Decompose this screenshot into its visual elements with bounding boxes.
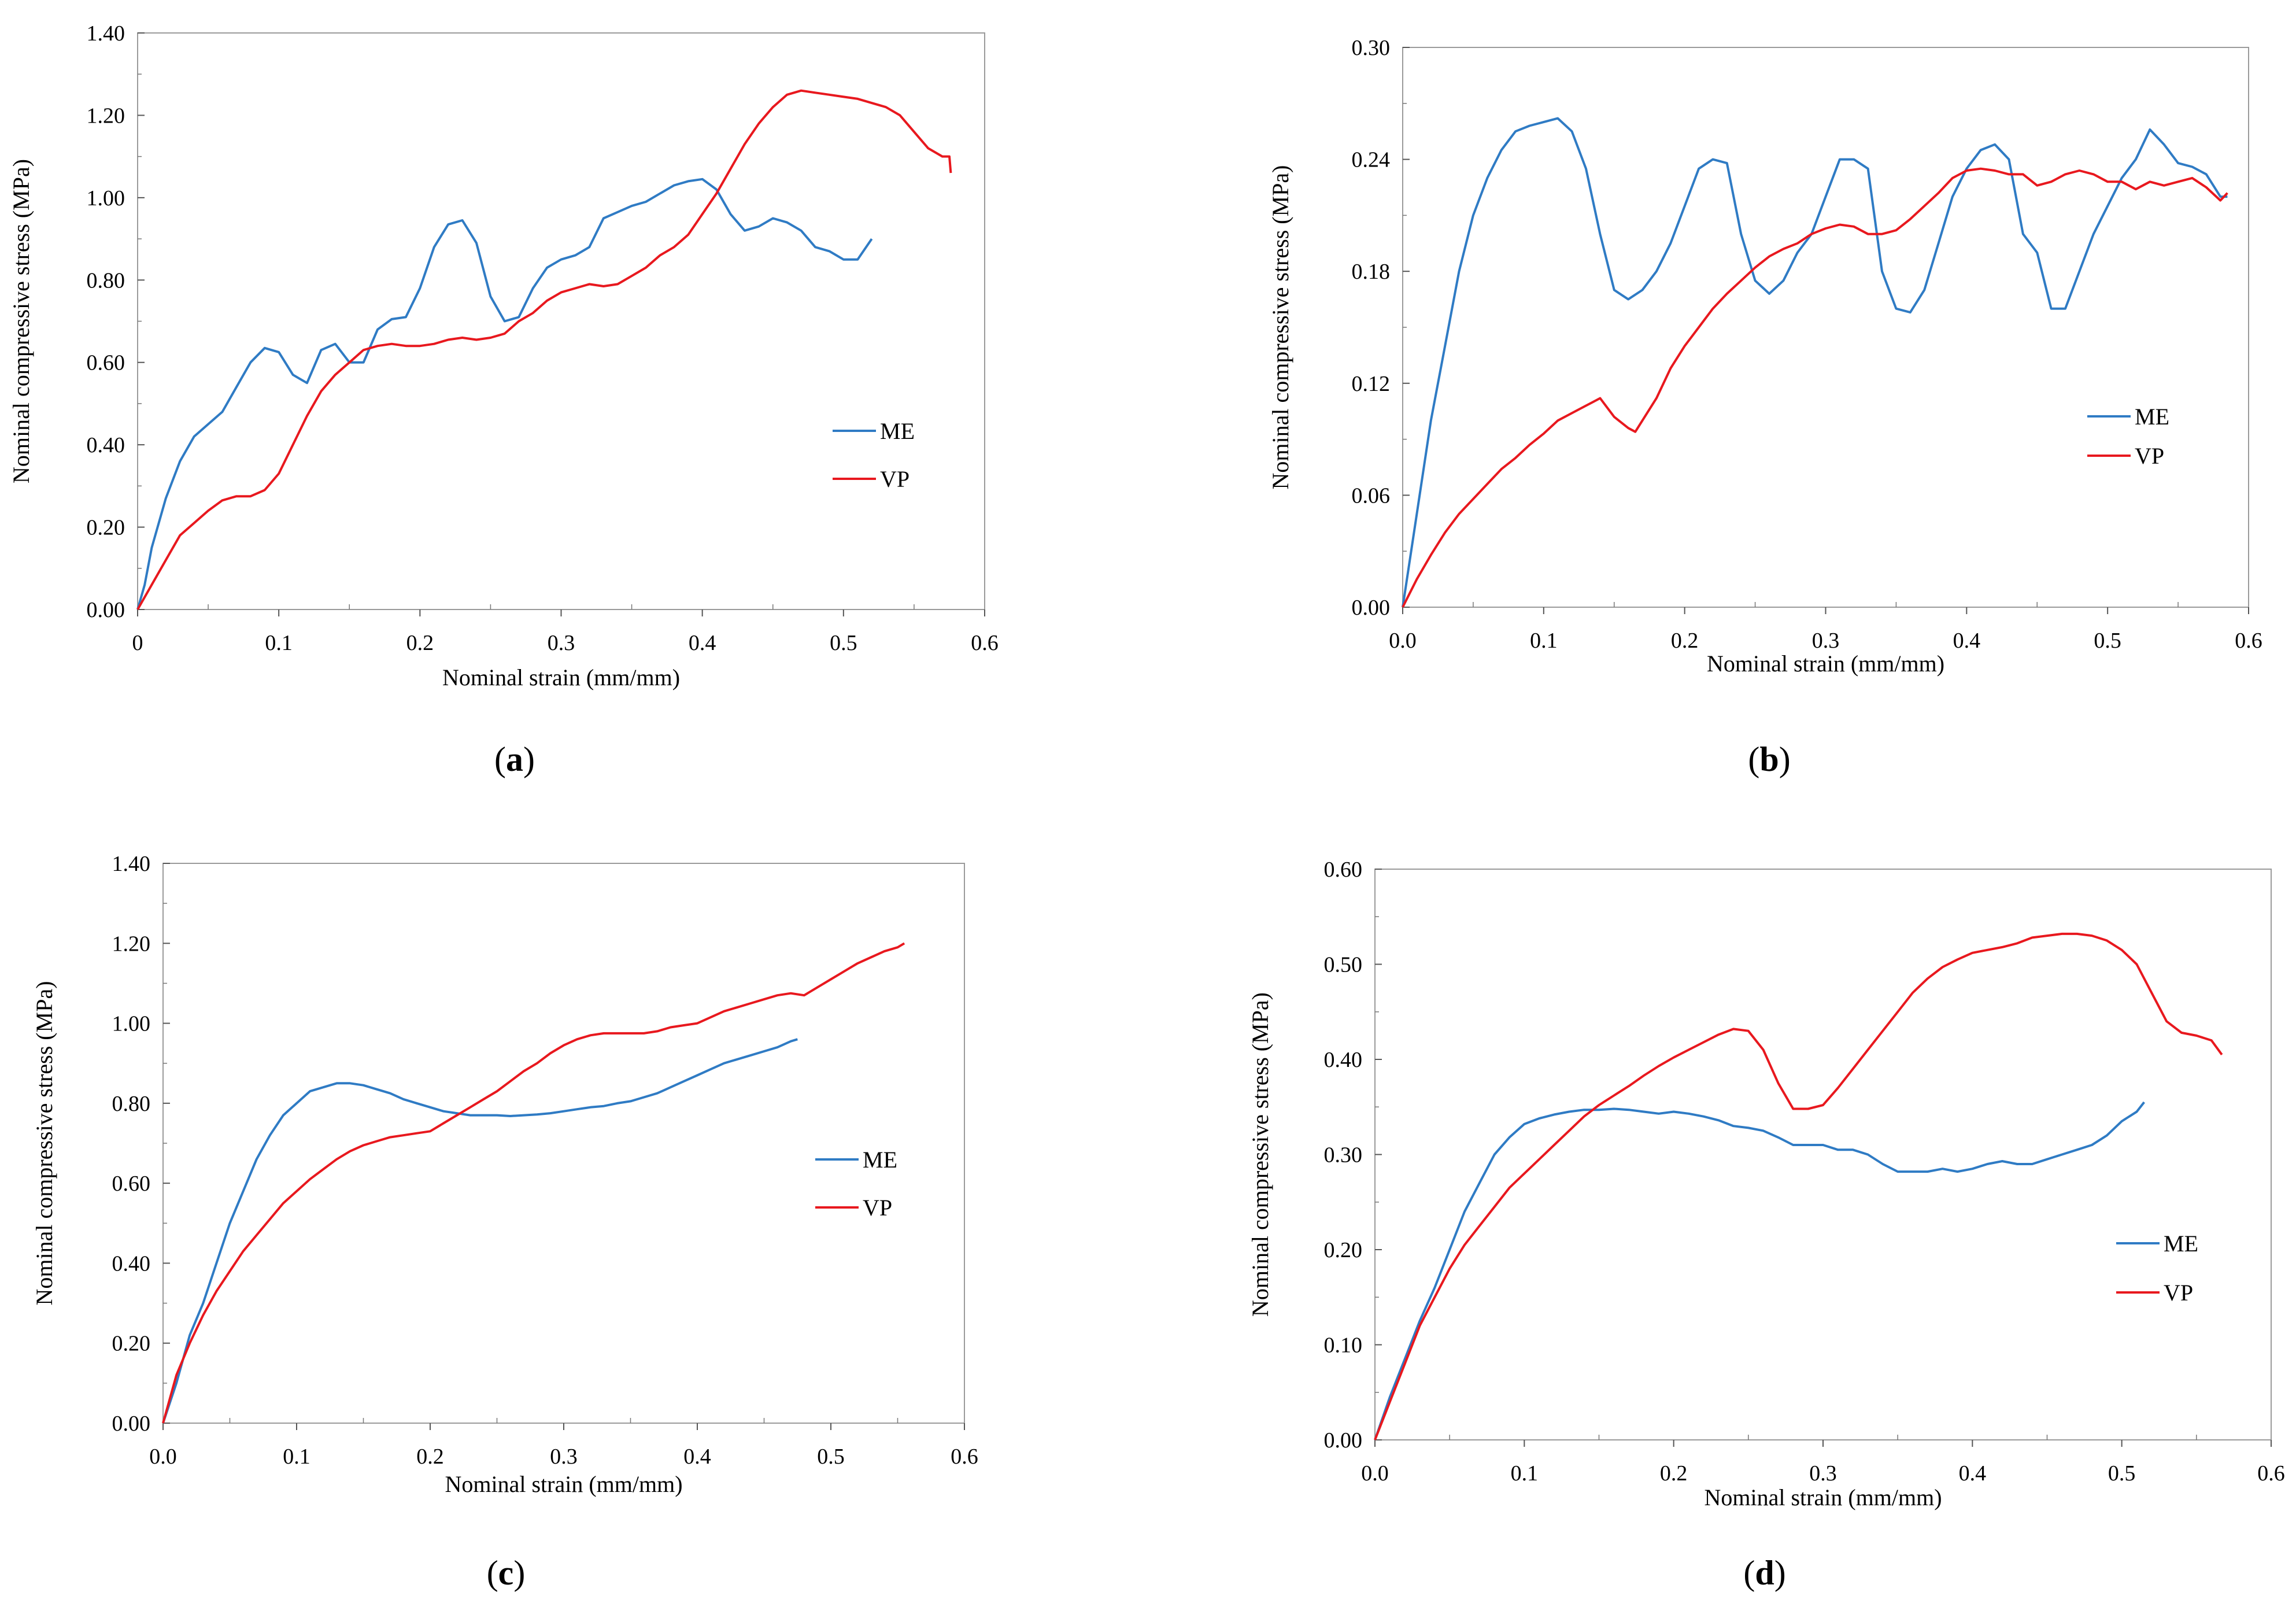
- legend-label-me: ME: [880, 418, 915, 444]
- panel-caption-letter: b: [1759, 740, 1779, 778]
- y-tick-label: 0.20: [87, 516, 125, 540]
- x-tick-label: 0.0: [1361, 1461, 1389, 1486]
- y-tick-label: 0.00: [1352, 596, 1391, 620]
- x-tick-label: 0.4: [1959, 1461, 1987, 1486]
- x-tick-label: 0.1: [1511, 1461, 1539, 1486]
- y-axis-title: Nominal compressive stress (MPa): [31, 981, 57, 1305]
- panel-caption: (a): [494, 740, 535, 778]
- x-tick-label: 0.3: [1809, 1461, 1837, 1486]
- x-tick-label: 0.3: [1812, 629, 1840, 653]
- y-tick-label: 0.10: [1324, 1333, 1363, 1358]
- x-tick-label: 0.3: [548, 631, 575, 655]
- series-line-me: [136, 178, 873, 610]
- legend-label-vp: VP: [2164, 1280, 2193, 1306]
- series-line-vp: [1374, 932, 2223, 1440]
- y-tick-label: 0.00: [112, 1412, 151, 1436]
- x-tick-label: 0.3: [550, 1445, 578, 1469]
- panel-caption: (b): [1748, 740, 1790, 778]
- x-tick-label: 0.6: [2235, 629, 2262, 653]
- series-line-vp: [1402, 167, 2228, 608]
- x-tick-label: 0.4: [689, 631, 716, 655]
- panel-caption-letter: d: [1755, 1554, 1774, 1592]
- x-axis-title: Nominal strain (mm/mm): [442, 664, 680, 690]
- y-tick-label: 0.80: [87, 268, 125, 293]
- y-tick-label: 1.20: [112, 932, 151, 956]
- y-tick-label: 1.00: [87, 186, 125, 210]
- y-tick-label: 0.12: [1352, 372, 1391, 396]
- x-axis-title: Nominal strain (mm/mm): [445, 1471, 682, 1497]
- y-tick-label: 1.40: [112, 852, 151, 876]
- y-tick-label: 0.00: [1324, 1428, 1363, 1453]
- chart-panel-c: 0.00 0.20 0.40 0.60 0.80 1.00 1.20 1.40 0.0 0.1 0.…: [31, 852, 978, 1592]
- series-line-me: [1402, 117, 2228, 608]
- x-tick-label: 0.1: [265, 631, 293, 655]
- x-tick-label: 0: [132, 631, 143, 655]
- x-tick-label: 0.2: [416, 1445, 444, 1469]
- x-tick-label: 0.2: [406, 631, 434, 655]
- x-tick-label: 0.1: [1530, 629, 1558, 653]
- y-tick-label: 0.80: [112, 1092, 151, 1116]
- x-tick-label: 0.0: [149, 1445, 177, 1469]
- series-line-me: [1374, 1101, 2145, 1440]
- panel-caption-letter: c: [498, 1554, 514, 1592]
- panel-caption: (d): [1743, 1554, 1785, 1592]
- x-tick-label: 0.6: [2257, 1461, 2285, 1486]
- x-tick-label: 0.5: [2094, 629, 2121, 653]
- chart-panel-b: 0.00 0.06 0.12 0.18 0.24 0.30 0.0 0.1 0.2 0.3 0.4 0…: [1267, 36, 2262, 778]
- y-tick-label: 0.18: [1352, 260, 1391, 284]
- x-axis-title: Nominal strain (mm/mm): [1704, 1484, 1942, 1510]
- legend-label-vp: VP: [2135, 443, 2164, 469]
- x-tick-label: 0.2: [1660, 1461, 1688, 1486]
- legend-label-me: ME: [863, 1147, 897, 1173]
- x-tick-label: 0.4: [1953, 629, 1981, 653]
- x-tick-label: 0.2: [1671, 629, 1699, 653]
- y-tick-label: 1.20: [87, 104, 125, 128]
- x-tick-label: 0.5: [817, 1445, 845, 1469]
- panel-caption-letter: a: [506, 740, 523, 778]
- x-tick-label: 0.6: [971, 631, 999, 655]
- series-line-vp: [162, 942, 905, 1424]
- x-tick-label: 0.1: [283, 1445, 310, 1469]
- y-tick-label: 0.00: [87, 598, 125, 622]
- y-tick-label: 0.06: [1352, 483, 1391, 508]
- x-tick-label: 0.0: [1389, 629, 1417, 653]
- y-tick-label: 0.60: [112, 1172, 151, 1196]
- y-tick-label: 0.60: [87, 351, 125, 375]
- chart-panel-a: 0.00 0.20 0.40 0.60 0.80 1.00 1.20 1.40 0 0.1 0.2 0…: [8, 21, 999, 778]
- y-axis-title: Nominal compressive stress (MPa): [8, 159, 34, 483]
- x-tick-label: 0.5: [830, 631, 857, 655]
- y-axis-title: Nominal compressive stress (MPa): [1247, 992, 1273, 1317]
- legend-label-me: ME: [2164, 1231, 2198, 1257]
- x-axis-title: Nominal strain (mm/mm): [1707, 651, 1944, 677]
- x-tick-label: 0.6: [951, 1445, 978, 1469]
- legend-label-me: ME: [2135, 404, 2169, 430]
- y-tick-label: 0.40: [87, 433, 125, 457]
- panel-caption: (c): [487, 1554, 526, 1592]
- x-tick-label: 0.5: [2108, 1461, 2136, 1486]
- y-tick-label: 0.60: [1324, 858, 1363, 882]
- y-tick-label: 0.30: [1324, 1143, 1363, 1168]
- x-tick-label: 0.4: [683, 1445, 711, 1469]
- series-line-vp: [136, 89, 952, 610]
- series-line-me: [162, 1038, 798, 1424]
- y-tick-label: 0.24: [1352, 148, 1391, 172]
- y-tick-label: 0.50: [1324, 953, 1363, 977]
- legend-label-vp: VP: [863, 1195, 892, 1221]
- y-tick-label: 1.00: [112, 1012, 151, 1036]
- y-tick-label: 1.40: [87, 21, 125, 46]
- chart-panel-d: 0.00 0.10 0.20 0.30 0.40 0.50 0.60 0.0 0.1 0.2 0.3…: [1247, 858, 2285, 1592]
- y-tick-label: 0.40: [112, 1251, 151, 1276]
- y-tick-label: 0.30: [1352, 36, 1391, 60]
- y-tick-label: 0.40: [1324, 1048, 1363, 1072]
- legend-label-vp: VP: [880, 466, 909, 492]
- y-tick-label: 0.20: [112, 1332, 151, 1356]
- y-tick-label: 0.20: [1324, 1238, 1363, 1262]
- y-axis-title: Nominal compressive stress (MPa): [1267, 165, 1293, 489]
